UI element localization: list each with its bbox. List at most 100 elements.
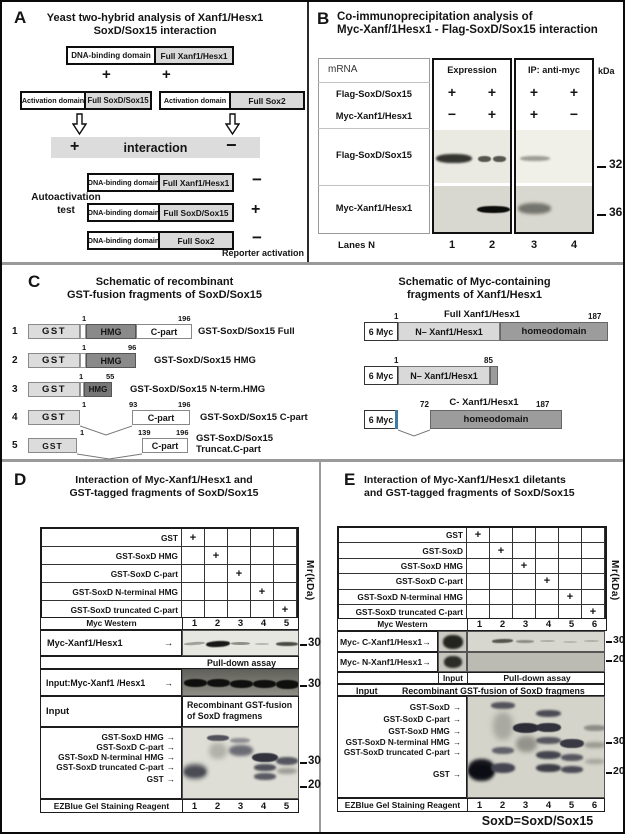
matrix-row-label: GST-SoxD C-part (42, 565, 182, 583)
flag-gel-label: Flag-SoxD/Sox15 (336, 150, 412, 160)
gel-lane-label: GST → (432, 770, 461, 779)
gel-lane-label: GST-SoxD HMG → (388, 727, 461, 736)
matrix-cell (559, 543, 582, 559)
matrix-row-label: GST-SoxD HMG (42, 547, 182, 565)
matrix-cell (228, 547, 251, 565)
input-pulldown-row-e: Input Pull-down assay (337, 672, 605, 684)
down-arrow-icon (225, 113, 240, 136)
flag-gel-expression (434, 130, 510, 183)
lane-value: + (529, 106, 539, 122)
gel-band (276, 642, 298, 646)
dna-binding-domain-box: DNA-binding domain (89, 175, 160, 190)
myc-western-label: Myc Western (41, 618, 183, 629)
kda-marker-30: 30 (308, 637, 321, 649)
matrix-cell (274, 583, 297, 601)
myc-row-label: Myc-Xanf1/Hesx1 (335, 111, 413, 121)
full-soxd-box: Full SoxD/Sox15 (86, 93, 150, 108)
hmg-box: HMG (86, 324, 136, 339)
input-gel-labels-e: GST-SoxD → GST-SoxD C-part → GST-SoxD HMG →… (337, 696, 467, 798)
myc-tag-box: 6 Myc (364, 322, 398, 341)
activation-domain-box: Activation domain (22, 93, 86, 108)
kda-marker-30: 30 (613, 735, 625, 747)
gel-band (513, 723, 539, 733)
matrix-row-label: GST (42, 529, 182, 547)
residue-number: 196 (176, 428, 189, 437)
input-gel-labels-d: GST-SoxD HMG → GST-SoxD C-part → GST-SoxD … (40, 727, 182, 799)
matrix-cell (251, 547, 274, 565)
matrix-cell (559, 528, 582, 544)
lane-number: 4 (545, 800, 552, 811)
residue-number: 1 (394, 312, 399, 321)
gst-box: GST (28, 353, 80, 368)
myc-gel-ip (516, 186, 592, 232)
panel-c-letter: C (28, 272, 41, 291)
gst-box: GST (28, 410, 80, 425)
cpart-box: C-part (136, 324, 192, 339)
gel-band (184, 679, 207, 687)
matrix-cell (274, 547, 297, 565)
deletion-connector (77, 453, 142, 460)
gel-band (536, 737, 561, 744)
table-line (318, 185, 430, 186)
lane-number: 5 (568, 619, 575, 630)
arrow-icon: → (452, 770, 461, 779)
dna-binding-domain-box: DNA-binding domain (89, 233, 160, 248)
matrix-cell (467, 574, 490, 590)
gel-band (231, 642, 250, 645)
panel-d-title-1: Interaction of Myc-Xanf1/Hesx1 and (75, 474, 253, 486)
panel-e-letter: E (344, 470, 356, 489)
matrix-cell (513, 543, 536, 559)
ezblue-gel-e (467, 696, 605, 798)
deletion-connector (80, 425, 132, 436)
panel-c-left-title-2: GST-fusion fragments of SoxD/Sox15 (67, 289, 262, 301)
pulldown-assay-label: Pull-down assay (207, 658, 276, 668)
matrix-cell (536, 528, 559, 544)
lane-number: 2 (499, 619, 506, 630)
marker-dash (606, 772, 612, 774)
gel-band (252, 753, 278, 762)
gel-lane-label: GST-SoxD C-part → (383, 715, 461, 724)
pulldown-gel-d (182, 630, 299, 656)
gst-matrix-e: GST + GST-SoxD + GST-SoxD HMG + GST-SoxD C-… (337, 526, 607, 623)
lane-number: 2 (214, 801, 221, 812)
hd-stub-box (490, 366, 498, 385)
gel-band (491, 702, 515, 709)
gel-band (444, 656, 462, 668)
arrow-icon: → (166, 742, 175, 752)
panel-b-letter: B (317, 9, 330, 28)
gel-band (536, 764, 561, 772)
residue-number: 1 (79, 372, 84, 381)
panel-d-letter: D (14, 470, 27, 489)
matrix-cell (490, 558, 513, 575)
gel-band (443, 635, 463, 649)
input-label: Input (439, 673, 468, 683)
gel-band (518, 203, 551, 214)
hmg-box: HMG (84, 382, 112, 397)
nterm-box: N– Xanf1/Hesx1 (398, 322, 500, 341)
pulldown-gel-label-d: Myc-Xanf1/Hesx1 → (40, 630, 182, 656)
prey1-construct: Activation domain Full SoxD/Sox15 (20, 91, 152, 110)
lane-number: 6 (591, 619, 598, 630)
gel-band (491, 638, 514, 644)
residue-number: 85 (484, 356, 493, 365)
coip-label-column (318, 58, 430, 234)
input-row-label-d: Input (40, 696, 182, 727)
myc-western-row-d: Myc Western 1 2 3 4 5 (40, 617, 299, 630)
panel-a-title-1: Yeast two-hybrid analysis of Xanf1/Hesx1 (46, 12, 264, 24)
panel-b-title-1: Co-immunoprecipitation analysis of (337, 11, 533, 23)
matrix-cell (582, 528, 605, 544)
lane-number: 1 (476, 800, 483, 811)
gel-band (560, 739, 584, 748)
matrix-row-label: GST-SoxD (339, 543, 467, 559)
matrix-cell (490, 528, 513, 544)
matrix-cell (251, 529, 274, 547)
gel-band (492, 747, 514, 754)
matrix-cell (274, 565, 297, 583)
lane-value: + (447, 84, 457, 100)
recomb-label-1: Recombinant GST-fusion (187, 700, 293, 710)
gst-box: GST (28, 382, 80, 397)
matrix-cell (251, 565, 274, 583)
lane-value: + (487, 106, 497, 122)
gst-box: GST (28, 438, 77, 453)
